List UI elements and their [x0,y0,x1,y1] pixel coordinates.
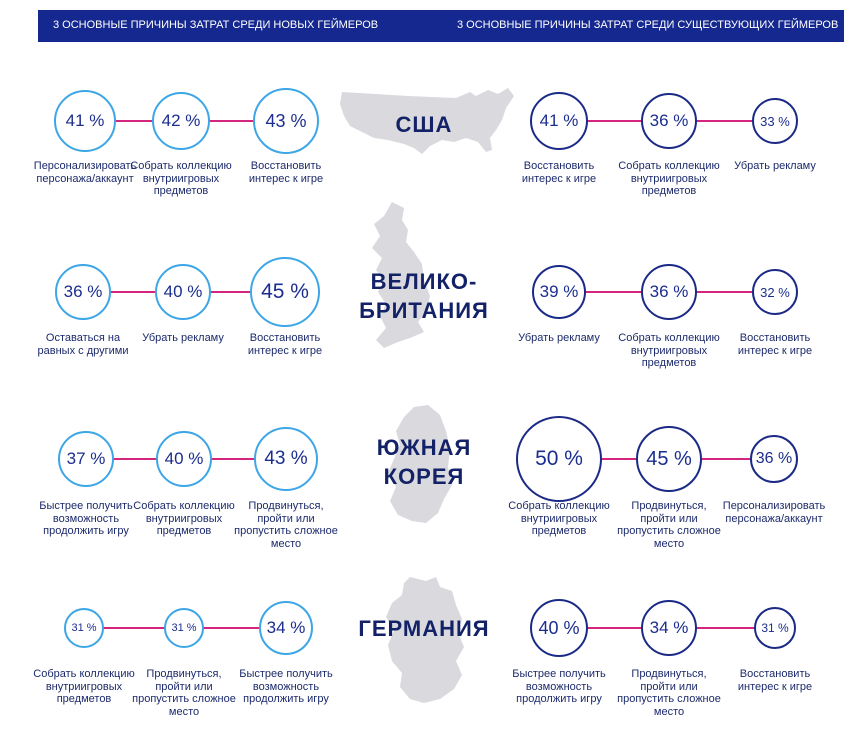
country-name: США [395,112,453,137]
new-gamers-percent-circle: 45 % [250,257,320,327]
reason-label: Персонализировать персонажа/аккаунт [722,500,826,525]
reason-label: Убрать рекламу [518,332,600,344]
new-gamers-percent-circle: 34 % [259,601,313,655]
country-name: ГЕРМАНИЯ [358,616,490,641]
reason-label: Восстановить интерес к игре [248,160,324,185]
new-gamers-percent-circle: 31 % [64,608,104,648]
reason-label: Восстановить интерес к игре [737,668,813,693]
reason-label: Продвинуться, пройти или пропустить слож… [132,668,236,718]
existing-gamers-percent-circle: 31 % [754,607,796,649]
reason-label: Восстановить интерес к игре [247,332,323,357]
new-gamers-percent-circle: 43 % [254,427,318,491]
korea-map-icon [388,405,452,523]
reason-label: Персонализировать персонажа/аккаунт [33,160,137,185]
reason-label: Собрать коллекцию внутриигровых предмето… [618,332,720,369]
existing-gamers-heading: 3 ОСНОВНЫЕ ПРИЧИНЫ ЗАТРАТ СРЕДИ СУЩЕСТВУ… [457,19,839,31]
existing-gamers-percent-circle: 36 % [641,93,697,149]
new-gamers-percent-circle: 31 % [164,608,204,648]
existing-gamers-percent-circle: 36 % [641,264,697,320]
reason-label: Быстрее получить возможность продолжить … [39,500,133,537]
existing-gamers-percent-circle: 41 % [530,92,588,150]
new-gamers-percent-circle: 42 % [152,92,210,150]
reason-label: Быстрее получить возможность продолжить … [512,668,606,705]
existing-gamers-percent-circle: 32 % [752,269,798,315]
existing-gamers-percent-circle: 33 % [752,98,798,144]
usa-map-icon [340,88,514,154]
reason-label: Восстановить интерес к игре [737,332,813,357]
new-gamers-percent-circle: 41 % [54,90,116,152]
reason-label: Продвинуться, пройти или пропустить слож… [617,500,721,550]
reason-label: Собрать коллекцию внутриигровых предмето… [133,500,235,537]
reason-label: Продвинуться, пройти или пропустить слож… [617,668,721,718]
existing-gamers-percent-circle: 40 % [530,599,588,657]
germany-map-icon [386,577,464,703]
country-name: ЮЖНАЯ КОРЕЯ [376,435,472,489]
reason-label: Убрать рекламу [734,160,816,172]
uk-map-icon [372,202,430,348]
reason-label: Продвинуться, пройти или пропустить слож… [234,500,338,550]
reason-label: Собрать коллекцию внутриигровых предмето… [618,160,720,197]
existing-gamers-percent-circle: 36 % [750,435,798,483]
existing-gamers-percent-circle: 39 % [532,265,586,319]
reason-label: Быстрее получить возможность продолжить … [239,668,333,705]
new-gamers-percent-circle: 43 % [253,88,319,154]
new-gamers-percent-circle: 40 % [155,264,211,320]
reason-label: Убрать рекламу [142,332,224,344]
reason-label: Восстановить интерес к игре [521,160,597,185]
new-gamers-percent-circle: 37 % [58,431,114,487]
existing-gamers-percent-circle: 45 % [636,426,702,492]
existing-gamers-percent-circle: 50 % [516,416,602,502]
new-gamers-percent-circle: 36 % [55,264,111,320]
new-gamers-heading: 3 ОСНОВНЫЕ ПРИЧИНЫ ЗАТРАТ СРЕДИ НОВЫХ ГЕ… [53,19,379,31]
country-name: ВЕЛИКО- БРИТАНИЯ [359,269,489,323]
reason-label: Собрать коллекцию внутриигровых предмето… [130,160,232,197]
reason-label: Собрать коллекцию внутриигровых предмето… [33,668,135,705]
reason-label: Оставаться на равных с другими [37,332,129,357]
reason-label: Собрать коллекцию внутриигровых предмето… [508,500,610,537]
existing-gamers-percent-circle: 34 % [641,600,697,656]
new-gamers-percent-circle: 40 % [156,431,212,487]
header-bar: 3 ОСНОВНЫЕ ПРИЧИНЫ ЗАТРАТ СРЕДИ НОВЫХ ГЕ… [38,10,844,42]
